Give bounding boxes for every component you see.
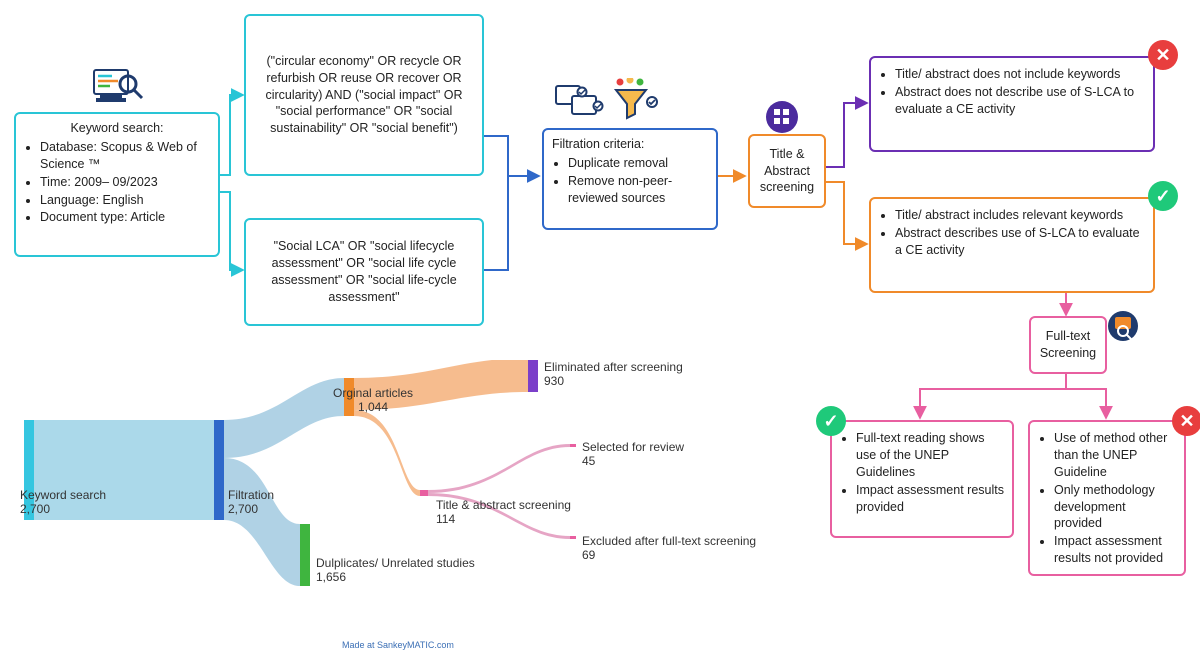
ta-reject-box: Title/ abstract does not include keyword… (869, 56, 1155, 152)
filtration-box: Filtration criteria: Duplicate removal R… (542, 128, 718, 230)
sankey-credit: Made at SankeyMATIC.com (342, 640, 454, 650)
sankey-filtration-label: Filtration 2,700 (228, 488, 274, 516)
query2-box: "Social LCA" OR "social lifecycle assess… (244, 218, 484, 326)
screening-circle-icon (765, 100, 799, 137)
filtration-title: Filtration criteria: (552, 136, 708, 153)
sankey-selected-label: Selected for review 45 (582, 440, 684, 468)
cross-icon: ✕ (1172, 406, 1200, 436)
ft-reject-box: Use of method other than the UNEP Guidel… (1028, 420, 1186, 576)
sankey-keyword-label: Keyword search 2,700 (20, 488, 106, 516)
filtration-item: Remove non-peer-reviewed sources (568, 173, 708, 207)
ta-reject-item: Title/ abstract does not include keyword… (895, 66, 1145, 83)
ta-accept-item: Abstract describes use of S-LCA to evalu… (895, 225, 1145, 259)
check-icon: ✓ (816, 406, 846, 436)
keyword-item: Document type: Article (40, 209, 210, 226)
sankey-excluded-label: Excluded after full-text screening 69 (582, 534, 756, 562)
ft-accept-item: Full-text reading shows use of the UNEP … (856, 430, 1004, 481)
query2-text: "Social LCA" OR "social lifecycle assess… (254, 238, 474, 306)
title-abstract-box: Title & Abstract screening (748, 134, 826, 208)
search-icon (88, 66, 144, 113)
fulltext-box: Full-text Screening (1029, 316, 1107, 374)
title-abstract-text: Title & Abstract screening (758, 146, 816, 197)
filtration-item: Duplicate removal (568, 155, 708, 172)
ft-reject-item: Impact assessment results not provided (1054, 533, 1176, 567)
ta-reject-item: Abstract does not describe use of S-LCA … (895, 84, 1145, 118)
fulltext-text: Full-text Screening (1039, 328, 1097, 362)
ft-reject-item: Only methodology development provided (1054, 482, 1176, 533)
query1-box: ("circular economy" OR recycle OR refurb… (244, 14, 484, 176)
query1-text: ("circular economy" OR recycle OR refurb… (254, 53, 474, 137)
keyword-item: Time: 2009– 09/2023 (40, 174, 210, 191)
ta-accept-box: Title/ abstract includes relevant keywor… (869, 197, 1155, 293)
cross-icon: ✕ (1148, 40, 1178, 70)
sankey-duplicates-label: Dulplicates/ Unrelated studies 1,656 (316, 556, 475, 584)
keyword-item: Language: English (40, 192, 210, 209)
check-icon: ✓ (1148, 181, 1178, 211)
sankey-original-label: Orginal articles 1,044 (318, 386, 428, 414)
keyword-item: Database: Scopus & Web of Science ™ (40, 139, 210, 173)
ft-accept-box: Full-text reading shows use of the UNEP … (830, 420, 1014, 538)
sankey-tascreen-label: Title & abstract screening 114 (436, 498, 571, 526)
ft-accept-item: Impact assessment results provided (856, 482, 1004, 516)
filter-funnel-icon (554, 78, 662, 129)
ft-reject-item: Use of method other than the UNEP Guidel… (1054, 430, 1176, 481)
keyword-search-box: Keyword search: Database: Scopus & Web o… (14, 112, 220, 257)
sankey-eliminated-label: Eliminated after screening 930 (544, 360, 683, 388)
keyword-title: Keyword search: (24, 120, 210, 137)
fulltext-circle-icon (1107, 310, 1139, 345)
ta-accept-item: Title/ abstract includes relevant keywor… (895, 207, 1145, 224)
